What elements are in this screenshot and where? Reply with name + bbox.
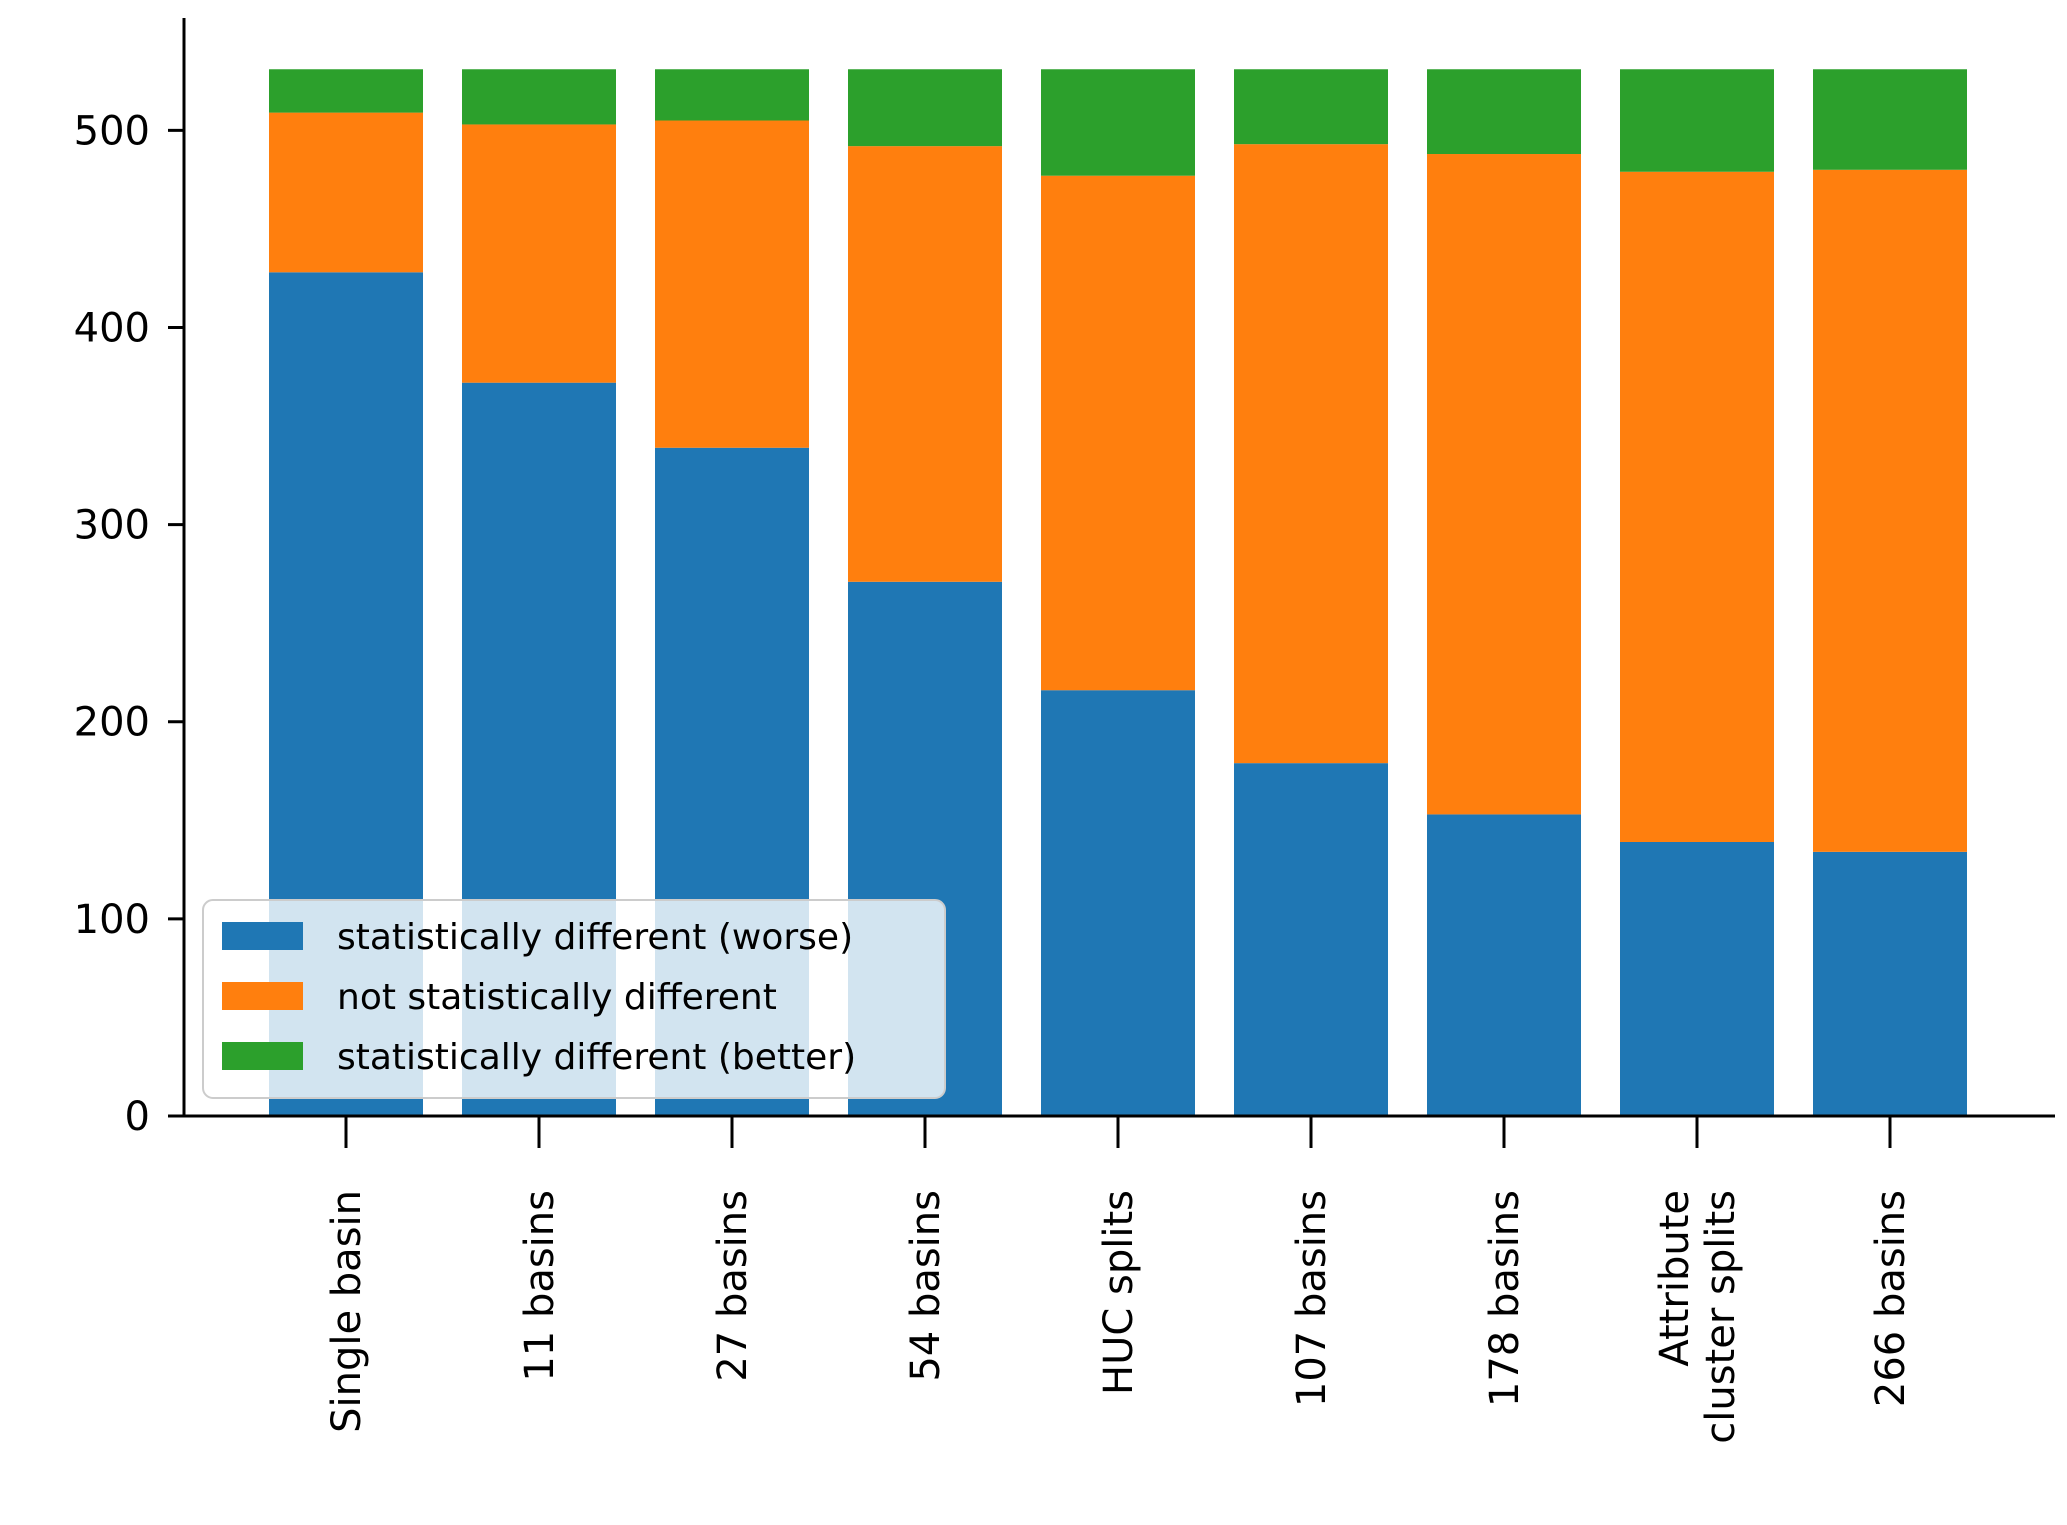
bar-better-1 (462, 69, 616, 125)
legend-box (202, 899, 946, 1099)
bar-not-different-3 (848, 146, 1002, 582)
bar-worse-6 (1427, 814, 1581, 1116)
y-tick-label-100: 100 (74, 897, 150, 943)
bar-not-different-8 (1813, 169, 1967, 852)
legend-swatch-1 (222, 982, 303, 1010)
x-tick-label-5: 107 basins (1289, 1190, 1335, 1407)
bar-worse-8 (1813, 851, 1967, 1116)
y-tick-label-200: 200 (74, 700, 150, 746)
y-tick-label-400: 400 (74, 305, 150, 351)
axes-layer: 0 100 200 300 400 500 Single basin 11 basins 27 … (74, 18, 2055, 1444)
bar-not-different-2 (655, 120, 809, 448)
bar-better-7 (1620, 69, 1774, 172)
bar-better-8 (1813, 69, 1967, 170)
x-tick-label-2: 27 basins (710, 1190, 756, 1382)
x-tick-label-8: 266 basins (1868, 1190, 1914, 1407)
bars-layer (269, 69, 1967, 1117)
legend-label-0: statistically different (worse) (337, 917, 853, 958)
bar-better-3 (848, 69, 1002, 147)
bar-better-0 (269, 69, 423, 113)
bar-not-different-6 (1427, 154, 1581, 815)
legend-swatch-0 (222, 922, 303, 950)
y-tick-label-500: 500 (74, 108, 150, 154)
bar-worse-5 (1234, 763, 1388, 1116)
x-tick-label-4: HUC splits (1096, 1190, 1142, 1395)
bar-not-different-7 (1620, 171, 1774, 842)
x-tick-label-1: 11 basins (517, 1190, 563, 1382)
bar-not-different-4 (1041, 175, 1195, 691)
bar-better-5 (1234, 69, 1388, 145)
bar-better-4 (1041, 69, 1195, 176)
bar-better-2 (655, 69, 809, 121)
bar-better-6 (1427, 69, 1581, 155)
bar-worse-4 (1041, 690, 1195, 1116)
x-tick-label-3: 54 basins (903, 1190, 949, 1382)
legend-label-2: statistically different (better) (337, 1037, 856, 1078)
bar-not-different-0 (269, 112, 423, 273)
bar-not-different-1 (462, 124, 616, 383)
y-tick-label-300: 300 (74, 503, 150, 549)
legend-label-1: not statistically different (337, 977, 777, 1018)
bar-worse-7 (1620, 841, 1774, 1116)
x-tick-label-6: 178 basins (1482, 1190, 1528, 1407)
x-tick-label-0: Single basin (324, 1190, 370, 1433)
legend[interactable]: statistically different (worse) not stati… (202, 899, 946, 1099)
legend-swatch-2 (222, 1042, 303, 1070)
x-tick-label-7-line-0: Attribute (1652, 1190, 1698, 1367)
y-tick-label-0: 0 (125, 1094, 150, 1140)
x-tick-label-7-line-1: cluster splits (1698, 1190, 1744, 1444)
bar-not-different-5 (1234, 144, 1388, 764)
